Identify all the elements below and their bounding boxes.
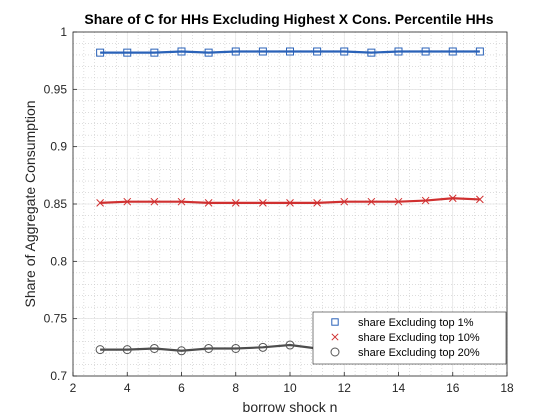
square-marker: [313, 47, 322, 56]
square-marker: [448, 47, 457, 56]
x-marker: [177, 197, 186, 206]
x-marker: [394, 197, 403, 206]
circle-marker: [177, 346, 186, 356]
x-tick-label: 14: [392, 381, 406, 395]
legend-entry-label: share Excluding top 1%: [358, 317, 474, 329]
x-marker: [96, 198, 104, 207]
x-tick-label: 8: [232, 381, 239, 395]
x-tick-label: 10: [283, 381, 297, 395]
x-tick-label: 6: [178, 381, 185, 395]
square-marker: [96, 48, 105, 57]
y-tick-label: 0.95: [44, 82, 68, 96]
y-axis: 0.7 0.75 0.8 0.85 0.9 0.95 1: [44, 25, 77, 383]
square-marker: [204, 48, 213, 57]
x-tick-label: 12: [338, 381, 352, 395]
x-tick-label: 18: [500, 381, 514, 395]
x-tick-label: 16: [446, 381, 460, 395]
series-2: [96, 194, 484, 207]
x-marker: [150, 197, 159, 206]
legend-box: [312, 311, 507, 365]
y-tick-label: 0.8: [50, 254, 67, 268]
x-axis-label: borrow shock n: [243, 399, 338, 415]
legend: share Excluding top 1% share Excluding to…: [312, 311, 507, 365]
x-marker: [340, 197, 349, 206]
x-marker: [286, 198, 294, 207]
x-marker: [204, 198, 213, 207]
square-marker: [286, 47, 294, 56]
square-marker: [231, 47, 240, 56]
series-layer: [95, 47, 485, 356]
circle-marker: [122, 345, 132, 355]
square-marker: [150, 48, 159, 57]
y-tick-label: 0.7: [50, 369, 67, 383]
grid: [72, 31, 508, 377]
series-line: [100, 50, 480, 54]
chart-title: Share of C for HHs Excluding Highest X C…: [84, 11, 493, 27]
x-marker: [476, 195, 484, 204]
circle-marker: [149, 343, 159, 353]
y-tick-label: 0.85: [44, 197, 68, 211]
square-marker: [331, 318, 339, 326]
x-marker: [448, 194, 457, 203]
circle-marker: [258, 342, 268, 352]
circle-marker: [285, 340, 295, 350]
y-tick-label: 1: [60, 25, 67, 39]
square-marker: [177, 47, 186, 56]
legend-entry-label: share Excluding top 20%: [358, 347, 480, 359]
x-tick-label: 4: [124, 381, 131, 395]
circle-marker: [95, 345, 105, 355]
square-marker: [421, 47, 430, 56]
x-marker: [367, 197, 376, 206]
square-marker: [367, 48, 376, 57]
circle-marker: [204, 343, 214, 353]
x-tick-label: 2: [70, 381, 77, 395]
x-marker: [123, 197, 132, 206]
x-axis: 2 4 6 8 10 12 14 16 18: [70, 372, 514, 395]
y-tick-label: 0.75: [44, 312, 68, 326]
square-marker: [475, 47, 484, 56]
x-marker: [313, 198, 321, 207]
square-marker: [258, 47, 267, 56]
y-tick-label: 0.9: [50, 140, 67, 154]
x-marker: [331, 333, 339, 341]
square-marker: [394, 47, 403, 56]
x-marker: [259, 198, 267, 207]
square-marker: [340, 47, 349, 56]
series-1: [96, 47, 484, 57]
legend-entry-label: share Excluding top 10%: [358, 332, 480, 344]
square-marker: [123, 48, 132, 57]
circle-marker: [330, 347, 340, 357]
y-axis-label: Share of Aggregate Consumption: [22, 100, 38, 307]
circle-marker: [231, 343, 241, 353]
x-marker: [421, 196, 430, 205]
x-marker: [231, 198, 240, 207]
